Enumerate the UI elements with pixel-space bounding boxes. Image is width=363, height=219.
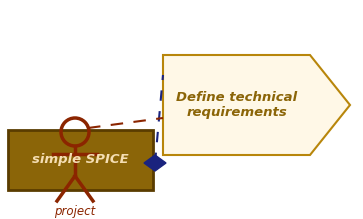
Polygon shape (144, 155, 166, 171)
Text: project
manager: project manager (48, 205, 102, 219)
Text: simple SPICE: simple SPICE (32, 154, 129, 166)
Text: Define technical
requirements: Define technical requirements (176, 91, 297, 119)
Polygon shape (163, 55, 350, 155)
FancyBboxPatch shape (8, 130, 153, 190)
